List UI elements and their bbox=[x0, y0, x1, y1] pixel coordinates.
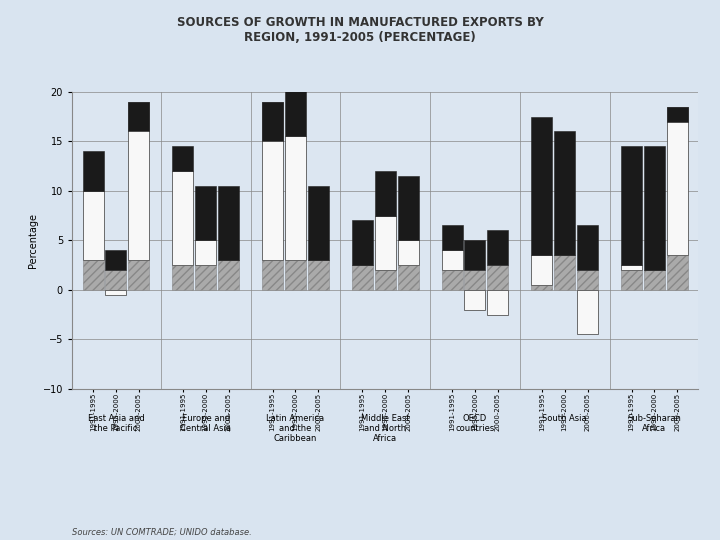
Bar bbox=[105, 270, 127, 290]
Bar bbox=[352, 265, 373, 290]
Bar bbox=[308, 260, 329, 290]
Bar bbox=[441, 250, 462, 270]
Bar bbox=[487, 231, 508, 265]
Bar bbox=[667, 255, 688, 290]
Bar bbox=[667, 106, 688, 122]
Bar bbox=[172, 171, 193, 265]
Bar bbox=[441, 270, 462, 290]
Bar bbox=[128, 260, 149, 290]
Bar bbox=[577, 270, 598, 290]
Text: Middle East
and North
Africa: Middle East and North Africa bbox=[361, 414, 410, 443]
Bar bbox=[374, 270, 396, 290]
Bar bbox=[531, 285, 552, 290]
Bar bbox=[667, 106, 688, 255]
Bar bbox=[218, 260, 239, 290]
Bar bbox=[352, 220, 373, 265]
Bar bbox=[554, 131, 575, 255]
Bar bbox=[83, 260, 104, 290]
Bar bbox=[644, 146, 665, 270]
Bar bbox=[128, 102, 149, 260]
Bar bbox=[172, 146, 193, 171]
Text: OECD
countries: OECD countries bbox=[455, 414, 495, 433]
Bar bbox=[195, 186, 216, 240]
Text: SOURCES OF GROWTH IN MANUFACTURED EXPORTS BY
REGION, 1991-2005 (PERCENTAGE): SOURCES OF GROWTH IN MANUFACTURED EXPORT… bbox=[176, 16, 544, 44]
Bar bbox=[621, 265, 642, 270]
Bar bbox=[577, 226, 598, 270]
Bar bbox=[397, 240, 418, 265]
Bar bbox=[195, 265, 216, 290]
Bar bbox=[554, 255, 575, 290]
Bar bbox=[262, 102, 283, 260]
Bar bbox=[262, 102, 283, 141]
Text: Europe and
Central Asia: Europe and Central Asia bbox=[180, 414, 231, 433]
Bar bbox=[397, 176, 418, 240]
Bar bbox=[218, 186, 239, 260]
Text: Sub-Saharan
Africa: Sub-Saharan Africa bbox=[628, 414, 681, 433]
Bar bbox=[621, 270, 642, 290]
Bar bbox=[83, 191, 104, 260]
Y-axis label: Percentage: Percentage bbox=[28, 213, 38, 268]
Bar bbox=[285, 67, 306, 136]
Bar bbox=[531, 117, 552, 255]
Text: East Asia and
the Pacific: East Asia and the Pacific bbox=[88, 414, 144, 433]
Text: Latin America
and the
Caribbean: Latin America and the Caribbean bbox=[266, 414, 325, 443]
Bar bbox=[464, 290, 485, 309]
Bar bbox=[105, 290, 127, 295]
Text: Sources: UN COMTRADE; UNIDO database.: Sources: UN COMTRADE; UNIDO database. bbox=[72, 528, 252, 537]
Bar bbox=[105, 250, 127, 270]
Text: South Asia: South Asia bbox=[542, 414, 587, 422]
Bar bbox=[487, 290, 508, 314]
Bar bbox=[441, 226, 462, 250]
Bar bbox=[577, 290, 598, 334]
Bar bbox=[172, 265, 193, 290]
Bar bbox=[285, 136, 306, 260]
Bar bbox=[397, 265, 418, 290]
Bar bbox=[262, 260, 283, 290]
Bar bbox=[464, 270, 485, 290]
Bar bbox=[308, 186, 329, 260]
Bar bbox=[531, 255, 552, 285]
Bar bbox=[83, 151, 104, 191]
Bar bbox=[285, 260, 306, 290]
Bar bbox=[644, 270, 665, 290]
Bar bbox=[487, 265, 508, 290]
Bar bbox=[374, 215, 396, 270]
Bar bbox=[195, 240, 216, 265]
Bar bbox=[464, 240, 485, 270]
Bar bbox=[621, 146, 642, 265]
Bar bbox=[374, 171, 396, 215]
Bar bbox=[128, 102, 149, 131]
